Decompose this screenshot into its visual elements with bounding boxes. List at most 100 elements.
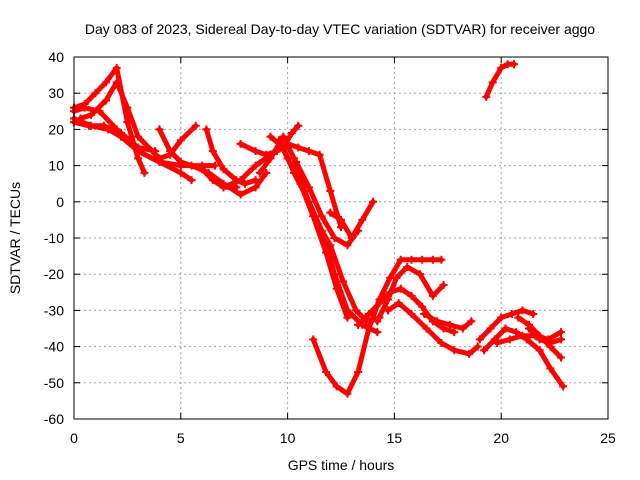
data-point <box>219 183 228 192</box>
data-point <box>339 277 348 286</box>
data-point <box>486 324 495 333</box>
data-point <box>191 121 200 130</box>
data-point <box>140 168 149 177</box>
data-point <box>392 273 401 282</box>
data-point <box>514 313 523 322</box>
data-point <box>80 103 89 112</box>
data-point <box>428 255 437 264</box>
data-point <box>497 63 506 72</box>
data-point <box>358 215 367 224</box>
data-point <box>84 121 93 130</box>
data-point <box>407 291 416 300</box>
data-point <box>420 310 429 319</box>
data-point <box>396 284 405 293</box>
data-point <box>512 328 521 337</box>
data-point <box>529 310 538 319</box>
data-point <box>507 310 516 319</box>
data-point <box>187 176 196 185</box>
series-line-trace-26 <box>483 61 517 100</box>
data-point <box>187 161 196 170</box>
data-point <box>315 150 324 159</box>
data-point <box>326 208 335 217</box>
data-point <box>524 324 533 333</box>
x-tick-label: 0 <box>70 430 78 446</box>
data-point <box>465 349 474 358</box>
y-tick-label: 20 <box>48 121 64 137</box>
data-point <box>134 143 143 152</box>
data-point <box>458 324 467 333</box>
data-point <box>337 215 345 224</box>
data-point <box>151 147 160 156</box>
data-point <box>330 234 339 242</box>
data-point <box>422 324 431 333</box>
data-point <box>166 147 175 156</box>
data-point <box>219 165 228 174</box>
data-point <box>364 324 373 333</box>
series-line-trace-04 <box>77 79 199 161</box>
data-point <box>396 255 405 264</box>
data-point <box>279 132 288 141</box>
data-point <box>445 320 454 329</box>
data-point <box>202 125 211 134</box>
data-point <box>296 179 305 188</box>
data-point <box>204 168 213 177</box>
data-point <box>407 310 416 319</box>
data-point <box>236 139 245 148</box>
grid <box>74 57 608 419</box>
data-point <box>309 212 318 221</box>
data-point <box>176 136 185 145</box>
x-tick-label: 25 <box>600 430 616 446</box>
x-axis-label: GPS time / hours <box>288 457 395 473</box>
data-point <box>102 96 111 105</box>
data-point <box>210 161 219 170</box>
data-point <box>343 389 352 398</box>
data-point <box>557 328 566 337</box>
data-point <box>403 262 412 271</box>
data-point <box>450 346 459 355</box>
data-point <box>275 136 284 145</box>
data-point <box>123 103 132 112</box>
data-point <box>343 313 352 322</box>
data-point <box>309 335 318 344</box>
data-point <box>112 63 121 72</box>
data-point <box>437 338 446 347</box>
data-point <box>510 60 519 69</box>
x-tick-label: 15 <box>387 430 403 446</box>
data-point <box>418 302 427 311</box>
series-layer <box>70 60 568 398</box>
data-point <box>492 338 501 347</box>
series-line-trace-14 <box>293 159 361 248</box>
data-point <box>236 176 245 185</box>
y-tick-label: -20 <box>44 266 64 282</box>
data-point <box>559 382 568 391</box>
data-point <box>123 118 132 127</box>
data-point <box>482 92 491 101</box>
series-line-trace-08 <box>189 163 269 198</box>
data-point <box>116 129 125 138</box>
data-point <box>322 248 331 257</box>
data-point <box>373 317 382 326</box>
data-point <box>251 147 260 156</box>
data-point <box>326 186 335 195</box>
data-point <box>134 154 143 163</box>
data-point <box>294 121 303 130</box>
series-line-trace-17 <box>355 286 457 335</box>
x-tick-label: 5 <box>177 430 185 446</box>
data-point <box>354 320 363 329</box>
data-point <box>87 110 96 119</box>
data-point <box>240 179 249 188</box>
data-point <box>99 121 108 130</box>
data-point <box>351 306 360 315</box>
x-tick-label: 10 <box>280 430 296 446</box>
data-point <box>294 143 303 152</box>
data-point <box>383 295 392 304</box>
data-point <box>266 154 275 163</box>
data-point <box>91 89 100 98</box>
data-point <box>439 324 448 333</box>
data-point <box>488 78 497 87</box>
data-point <box>255 168 264 177</box>
data-point <box>480 346 489 355</box>
data-point <box>236 190 245 199</box>
data-point <box>535 346 544 355</box>
